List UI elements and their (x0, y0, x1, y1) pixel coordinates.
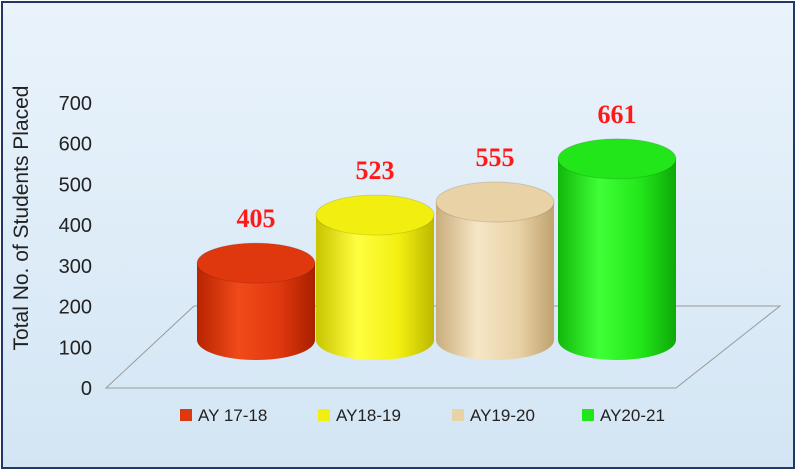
bar-body (558, 158, 676, 360)
bar-body (197, 263, 315, 360)
bar-top (557, 138, 677, 180)
bar (196, 242, 316, 360)
data-label: 661 (598, 100, 637, 129)
legend-swatch (452, 409, 464, 421)
y-axis-label: Total No. of Students Placed (10, 86, 33, 351)
data-labels: 405 523 555 661 (237, 100, 637, 233)
legend-label: AY 17-18 (198, 406, 267, 425)
y-tick-label: 400 (59, 215, 92, 237)
data-label: 523 (356, 156, 395, 185)
chart-floor (104, 305, 782, 389)
legend-swatch (318, 409, 330, 421)
legend-item: AY 17-18 (180, 406, 267, 425)
legend: AY 17-18 AY18-19 AY19-20 AY20-21 (180, 406, 665, 425)
y-tick-label: 100 (59, 337, 92, 359)
legend-label: AY19-20 (470, 406, 535, 425)
bar-top (435, 181, 555, 223)
y-tick-label: 500 (59, 174, 92, 196)
data-label: 555 (476, 143, 515, 172)
legend-item: AY18-19 (318, 406, 401, 425)
y-tick-label: 700 (59, 93, 92, 115)
bar-body (436, 202, 554, 360)
bar (435, 181, 555, 360)
y-axis-ticks: 0 100 200 300 400 500 600 700 (59, 93, 92, 400)
legend-label: AY20-21 (600, 406, 665, 425)
bar-body (316, 215, 434, 360)
legend-label: AY18-19 (336, 406, 401, 425)
y-tick-label: 200 (59, 297, 92, 319)
legend-swatch (582, 409, 594, 421)
bar-top (315, 194, 435, 236)
bar (557, 138, 677, 360)
legend-item: AY19-20 (452, 406, 535, 425)
legend-item: AY20-21 (582, 406, 665, 425)
bars (196, 138, 677, 360)
bar-top (196, 242, 316, 284)
data-label: 405 (237, 204, 276, 233)
y-tick-label: 0 (81, 378, 92, 400)
y-tick-label: 600 (59, 134, 92, 156)
y-tick-label: 300 (59, 256, 92, 278)
bar (315, 194, 435, 360)
legend-swatch (180, 409, 192, 421)
